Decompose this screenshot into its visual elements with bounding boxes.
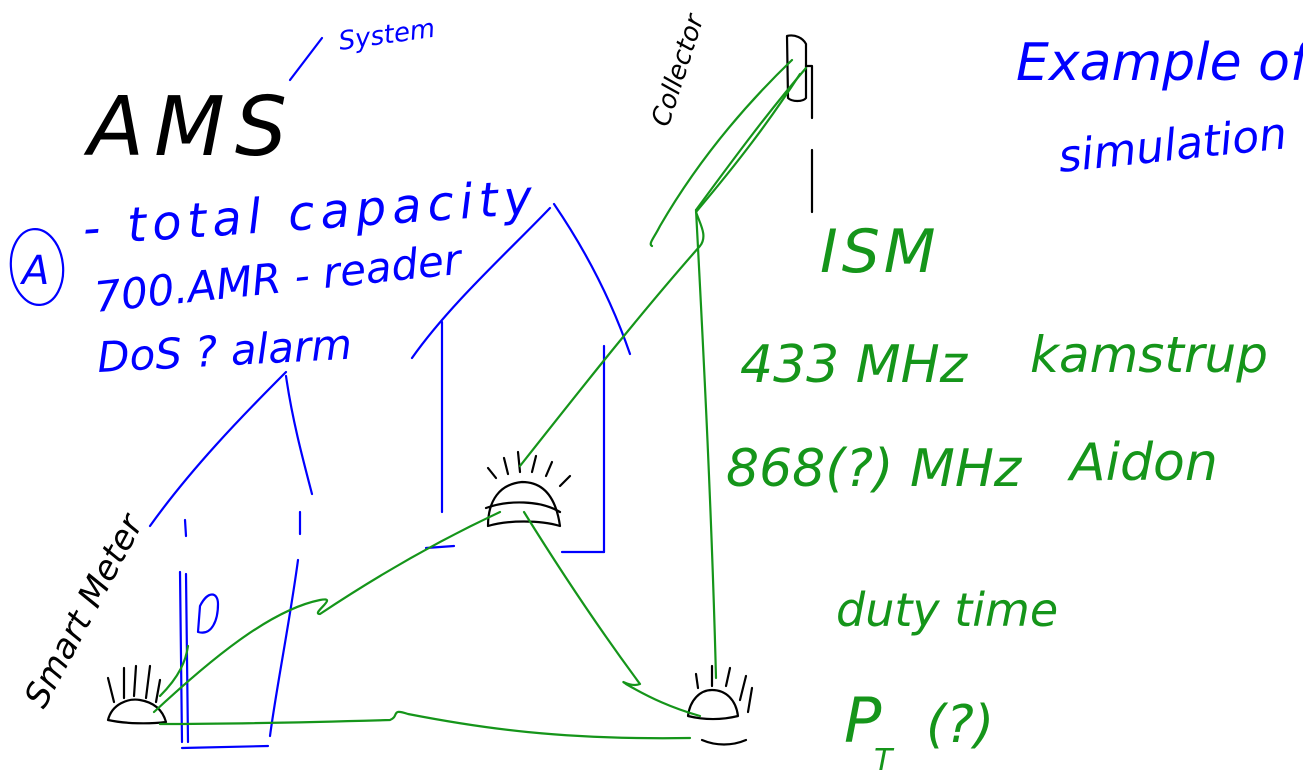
- radio-link-lines: [152, 58, 808, 740]
- freq-868-label: 868(?) MHz: [726, 439, 1023, 499]
- simulation-label: simulation: [1056, 108, 1289, 183]
- house-left-outline: [148, 370, 314, 750]
- kamstrup-label: kamstrup: [1030, 326, 1268, 384]
- smart-meter-middle-icon: [484, 450, 572, 528]
- aidon-label: Aidon: [1067, 433, 1218, 493]
- smart-meter-right-icon: [686, 664, 754, 746]
- svg-text:T: T: [874, 743, 895, 778]
- duty-time-label: duty time: [836, 583, 1058, 637]
- house-middle-outline: [410, 202, 632, 554]
- smart-meter-label: Smart Meter: [17, 506, 153, 714]
- dos-alarm-label: DoS ? alarm: [96, 320, 353, 382]
- svg-text:P: P: [844, 684, 882, 757]
- system-slash: [288, 36, 324, 82]
- total-capacity-label: - total capacity: [81, 169, 540, 257]
- svg-text:(?): (?): [926, 695, 994, 755]
- example-of-label: Example of: [1016, 33, 1303, 93]
- svg-text:A: A: [19, 248, 49, 294]
- smart-meter-left-icon: [106, 664, 168, 725]
- system-label: System: [337, 14, 437, 57]
- collector-antenna-icon: [785, 34, 814, 214]
- pt-label: P T (?): [844, 684, 994, 778]
- freq-433-label: 433 MHz: [740, 335, 969, 395]
- ams-title: AMS: [83, 80, 297, 175]
- ism-label: ISM: [820, 217, 940, 287]
- circled-a-marker: A: [9, 228, 65, 306]
- collector-label: Collector: [646, 9, 711, 130]
